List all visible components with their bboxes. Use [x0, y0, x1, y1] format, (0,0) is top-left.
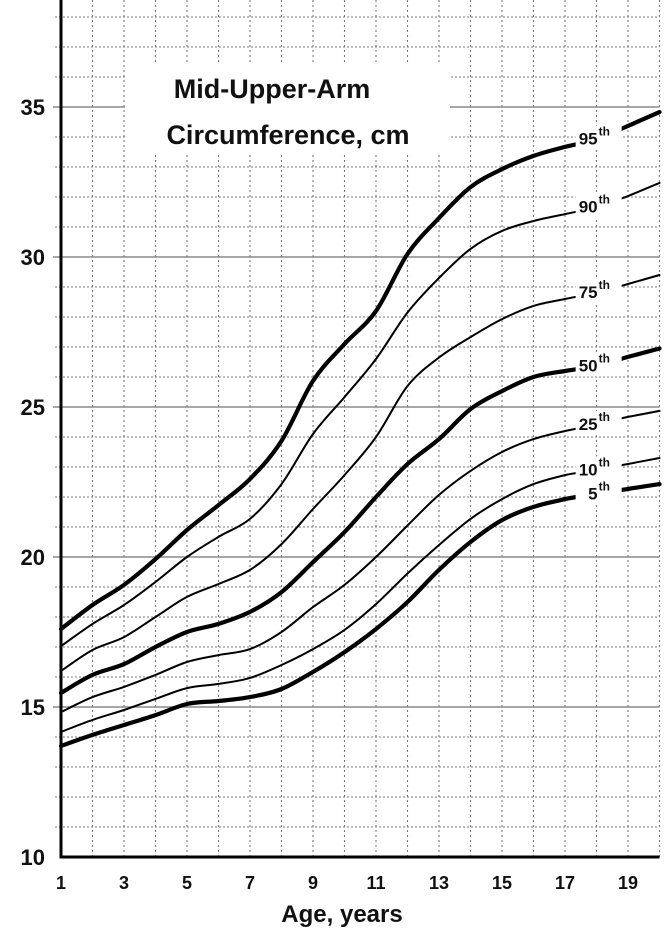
curve-75th-segment-2	[619, 274, 661, 288]
y-tick-label: 35	[21, 95, 45, 120]
y-tick-label: 10	[21, 845, 45, 870]
label-95th: 95	[579, 130, 598, 149]
x-tick-label: 11	[366, 873, 385, 893]
curve-10th-segment-1	[60, 471, 584, 733]
curve-50th-segment-1	[58, 366, 585, 695]
curve-95th-segment-2	[618, 110, 662, 132]
title-background	[125, 62, 450, 154]
label-25th-superscript: th	[599, 410, 610, 424]
y-tick-label: 20	[21, 545, 45, 570]
curve-75th-segment-1	[60, 294, 584, 672]
label-50th-superscript: th	[599, 352, 610, 366]
x-tick-label: 7	[245, 873, 255, 893]
percentile-curves	[58, 110, 662, 749]
curve-50th-segment-2	[618, 346, 662, 362]
curve-5th-segment-1	[58, 494, 585, 749]
label-95th-superscript: th	[599, 125, 610, 139]
curve-10th-segment-2	[619, 457, 661, 467]
x-tick-label: 9	[308, 873, 318, 893]
x-tick-label: 3	[119, 873, 129, 893]
chart-title-line-2: Circumference, cm	[166, 120, 409, 150]
x-tick-label: 1	[56, 873, 66, 893]
label-10th-background	[575, 456, 622, 481]
label-50th-background	[575, 352, 622, 377]
curve-25th-segment-2	[619, 409, 661, 420]
label-10th: 10	[579, 460, 598, 479]
x-tick-label: 13	[429, 873, 449, 893]
x-tick-label: 15	[492, 873, 512, 893]
x-tick-label: 19	[618, 873, 638, 893]
label-50th: 50	[579, 357, 598, 376]
y-tick-label: 25	[21, 395, 45, 420]
x-axis-label: Age, years	[281, 901, 402, 928]
curve-90th-segment-1	[60, 209, 584, 648]
label-5th: 5	[588, 484, 597, 503]
label-90th: 90	[579, 197, 598, 216]
x-tick-label: 17	[555, 873, 575, 893]
label-90th-background	[575, 193, 622, 218]
label-90th-superscript: th	[599, 192, 610, 206]
y-tick-label: 30	[21, 245, 45, 270]
curve-5th-segment-2	[618, 482, 662, 493]
label-75th-superscript: th	[599, 278, 610, 292]
curve-95th-segment-1	[58, 141, 585, 632]
label-75th: 75	[579, 283, 598, 302]
curve-25th-segment-1	[60, 426, 584, 714]
y-tick-label: 15	[21, 695, 45, 720]
label-95th-background	[575, 125, 622, 150]
label-5th-superscript: th	[599, 479, 610, 493]
label-5th-background	[575, 480, 622, 505]
x-tick-label: 5	[182, 873, 192, 893]
label-75th-background	[575, 279, 622, 304]
label-25th: 25	[579, 415, 598, 434]
label-10th-superscript: th	[599, 455, 610, 469]
chart-title-line-1: Mid-Upper-Arm	[174, 74, 371, 104]
label-25th-background	[575, 411, 622, 436]
